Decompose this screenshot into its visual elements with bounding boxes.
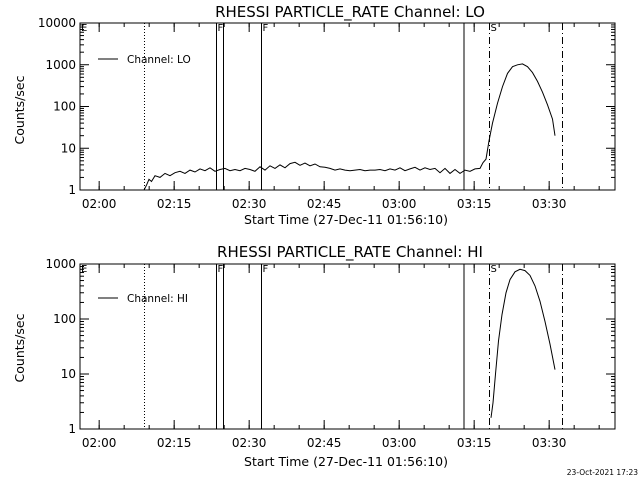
y-tick-label: 1 <box>68 183 76 197</box>
flag-marker-label: E <box>81 264 87 275</box>
y-axis-label: Counts/sec <box>12 75 27 144</box>
x-tick-label: 02:00 <box>82 197 117 211</box>
y-tick-label: 100 <box>53 312 76 326</box>
x-tick-label: 02:30 <box>232 436 267 450</box>
series-line <box>490 268 556 418</box>
x-axis-label: Start Time (27-Dec-11 01:56:10) <box>244 454 448 469</box>
flag-marker-label: F <box>263 264 269 275</box>
x-axis-label: Start Time (27-Dec-11 01:56:10) <box>244 212 448 227</box>
chart-title: RHESSI PARTICLE_RATE Channel: LO <box>215 3 485 22</box>
chart-title: RHESSI PARTICLE_RATE Channel: HI <box>217 243 483 262</box>
y-tick-label: 1000 <box>45 58 76 72</box>
footer-timestamp: 23-Oct-2021 17:23 <box>567 468 638 477</box>
y-axis-label: Counts/sec <box>12 313 27 382</box>
x-tick-label: 03:15 <box>457 436 492 450</box>
x-tick-label: 02:45 <box>307 436 342 450</box>
x-tick-label: 02:15 <box>157 197 192 211</box>
legend-label: Channel: LO <box>127 54 191 66</box>
y-tick-label: 100 <box>53 100 76 114</box>
legend-label: Channel: HI <box>127 293 188 305</box>
x-tick-label: 03:00 <box>382 197 417 211</box>
x-tick-label: 02:15 <box>157 436 192 450</box>
series-line <box>143 63 556 191</box>
plot-frame <box>79 263 616 430</box>
x-tick-label: 03:00 <box>382 436 417 450</box>
flag-marker-label: F <box>218 264 224 275</box>
flag-marker-label: S <box>491 264 497 275</box>
y-tick-label: 10 <box>61 141 76 155</box>
hi-channel-panel: RHESSI PARTICLE_RATE Channel: HI Start T… <box>12 243 616 469</box>
x-tick-label: 02:45 <box>307 197 342 211</box>
y-tick-label: 10000 <box>38 16 76 30</box>
x-tick-label: 02:30 <box>232 197 267 211</box>
x-tick-label: 03:30 <box>532 436 567 450</box>
plot-frame <box>79 22 616 191</box>
y-tick-label: 1000 <box>45 257 76 271</box>
flag-marker-label: E <box>81 23 87 34</box>
flag-marker-label: F <box>218 23 224 34</box>
x-tick-label: 03:30 <box>532 197 567 211</box>
flag-marker-label: F <box>263 23 269 34</box>
y-tick-label: 1 <box>68 422 76 436</box>
lo-channel-panel: RHESSI PARTICLE_RATE Channel: LO Start T… <box>12 3 616 227</box>
y-tick-label: 10 <box>61 367 76 381</box>
x-tick-label: 03:15 <box>457 197 492 211</box>
flag-marker-label: S <box>491 23 497 34</box>
x-tick-label: 02:00 <box>82 436 117 450</box>
